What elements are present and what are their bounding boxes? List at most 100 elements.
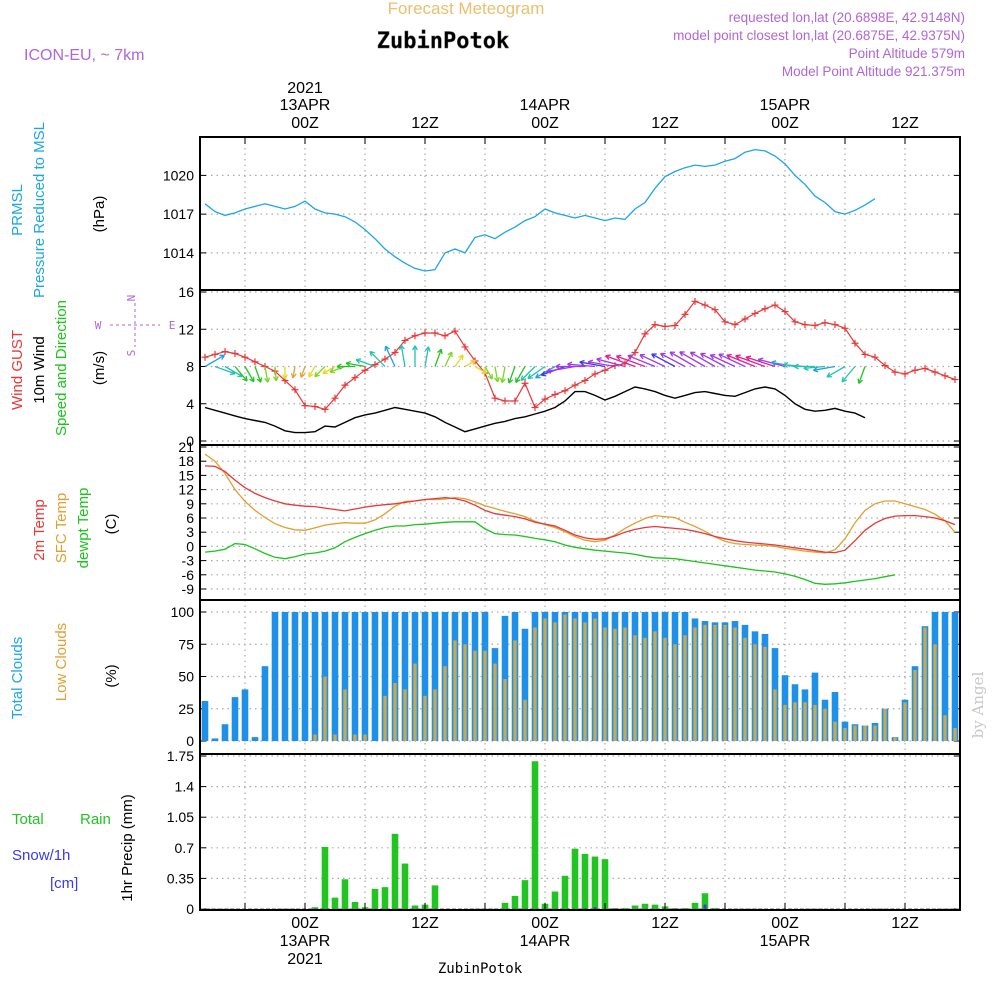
total-rain-label-2: Rain — [80, 811, 111, 828]
wind-arrow-head — [470, 359, 476, 366]
rain-bar — [311, 907, 319, 909]
wind-arrow — [264, 366, 269, 383]
gust-marker — [591, 370, 599, 378]
wind-arrow — [627, 354, 656, 368]
wind-arrow-head — [726, 353, 732, 360]
wind-arrow-head — [487, 373, 493, 380]
total-cloud-bar — [381, 612, 389, 741]
wind-arrow-head — [345, 360, 352, 367]
y-tick-label: 3 — [186, 524, 194, 540]
low-cloud-bar — [593, 618, 597, 741]
wind-arrow — [527, 365, 546, 379]
top-time-label: 00Z — [531, 115, 559, 132]
prmsl-label: PRMSL — [9, 184, 26, 236]
total-cloud-bar — [331, 612, 339, 741]
snow-unit-label: [cm] — [50, 875, 78, 892]
total-cloud-bar — [401, 612, 409, 741]
wind-arrow-head — [272, 376, 279, 382]
total-cloud-bar — [311, 612, 319, 741]
wind-arrow — [308, 366, 316, 378]
panel-frame — [199, 753, 961, 911]
wind-arrow-head — [615, 354, 622, 361]
wind-arrow-head — [458, 354, 464, 361]
wind-arrow — [224, 365, 243, 378]
gust-marker — [351, 374, 359, 382]
y-tick-label: 0 — [186, 733, 194, 749]
low-cloud-bar — [603, 627, 607, 741]
wind-arrow-head — [249, 376, 255, 383]
rain-bar — [521, 880, 529, 909]
wind-arrow — [484, 366, 493, 380]
low-cloud-bar — [363, 734, 367, 741]
compass-s: S — [125, 350, 138, 357]
gust-marker — [861, 350, 869, 358]
total-cloud-bar — [301, 612, 309, 741]
sfc-temp-label: SFC Temp — [53, 493, 70, 564]
wind-arrow — [424, 346, 430, 367]
speed-dir-label: Speed and Direction — [53, 300, 70, 436]
gust-marker — [521, 379, 529, 387]
wind-arrow-head — [718, 353, 724, 359]
total-cloud-bar — [501, 615, 509, 741]
wind-arrow-head — [399, 344, 405, 351]
gust-marker — [231, 349, 239, 357]
compass-rose: N S W E — [95, 295, 176, 357]
total-cloud-bar — [211, 738, 219, 741]
gust-marker — [531, 403, 539, 411]
y-tick-label: 15 — [178, 467, 194, 483]
bottom-time-label: 12Z — [891, 915, 919, 932]
bottom-time-label: 12Z — [411, 915, 439, 932]
rain-bar — [621, 908, 629, 909]
rain-bar — [401, 863, 409, 909]
y-tick-label: 1020 — [163, 167, 194, 183]
y-tick-label: 6 — [186, 510, 194, 526]
total-cloud-bar — [241, 689, 249, 741]
gust-marker — [851, 339, 859, 347]
top-time-label: 00Z — [291, 115, 319, 132]
wind-arrow — [616, 355, 646, 368]
top-time-label: 12Z — [411, 115, 439, 132]
y-tick-label: 25 — [178, 701, 194, 717]
top-date-label: 14APR — [520, 97, 571, 114]
low-cloud-bar — [553, 622, 557, 741]
gust-marker — [571, 381, 579, 389]
low-cloud-bar — [783, 704, 787, 741]
gust-marker — [411, 332, 419, 340]
gust-marker — [711, 306, 719, 314]
low-cloud-bar — [733, 627, 737, 741]
low-cloud-bar — [763, 646, 767, 741]
y-tick-label: 12 — [178, 321, 194, 337]
rain-bar — [571, 848, 579, 909]
sfc-temp-line — [204, 453, 956, 554]
wind-arrow-head — [308, 371, 314, 378]
low-cloud-bar — [643, 637, 647, 741]
low-cloud-bar — [323, 676, 327, 741]
wind-arrow — [660, 352, 686, 368]
temp2m-label: 2m Temp — [31, 499, 48, 560]
wind-arrow-head — [507, 377, 514, 384]
low-cloud-bar — [683, 635, 687, 741]
gust-marker — [631, 349, 639, 357]
gust-marker — [721, 318, 729, 326]
top-year-label: 2021 — [287, 80, 323, 97]
wind-arrow-head — [355, 358, 362, 364]
low-cloud-bar — [753, 644, 757, 741]
celsius-label: (C) — [103, 514, 120, 535]
wind-arrow-head — [447, 351, 453, 358]
wind-arrow — [546, 365, 576, 373]
hpa-label: (hPa) — [91, 196, 108, 233]
y-tick-label: 0 — [186, 901, 194, 917]
y-tick-label: 21 — [178, 439, 194, 455]
gust-marker — [661, 322, 669, 330]
gust-marker — [691, 297, 699, 305]
bottom-date-label: 13APR — [280, 933, 331, 950]
gust-marker — [451, 327, 459, 335]
low-cloud-bar — [703, 624, 707, 741]
gust-marker — [931, 368, 939, 376]
wind-arrow — [826, 365, 846, 378]
wind-arrow-head — [826, 372, 833, 378]
low-cloud-bar — [583, 622, 587, 741]
rain-bar — [631, 905, 639, 909]
wind-arrow-head — [527, 373, 534, 380]
wind-arrow — [841, 366, 856, 383]
